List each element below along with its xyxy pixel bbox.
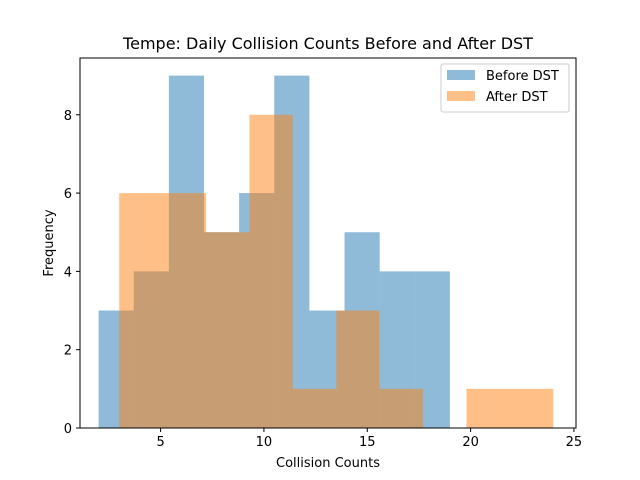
bar-after-dst-1	[162, 193, 207, 428]
bar-after-dst-5	[336, 310, 380, 428]
chart-title: Tempe: Daily Collision Counts Before and…	[122, 34, 533, 53]
y-tick-label: 0	[64, 422, 72, 437]
x-tick-label: 15	[359, 435, 376, 450]
x-tick-label: 5	[156, 435, 164, 450]
legend-label-before-dst: Before DST	[486, 69, 559, 84]
x-tick-label: 25	[566, 435, 583, 450]
bar-after-dst-4	[292, 388, 337, 428]
legend: Before DST After DST	[440, 63, 570, 113]
axes-frame	[79, 57, 577, 429]
y-axis-label: Frequency	[42, 209, 57, 276]
bar-after-dst-6	[379, 388, 424, 428]
x-axis-label: Collision Counts	[276, 456, 380, 471]
ticks-layer: 5 10 15 20 25 0 2 4 6 8	[64, 109, 582, 450]
y-tick-label: 2	[64, 344, 72, 359]
bar-after-dst-0	[119, 193, 163, 428]
bar-after-dst-9	[509, 388, 554, 428]
y-tick-label: 6	[64, 187, 72, 202]
y-tick-label: 8	[64, 109, 72, 124]
bars-layer	[98, 75, 554, 428]
legend-swatch-before-dst	[447, 70, 475, 80]
bar-after-dst-2	[206, 232, 250, 428]
bar-after-dst-3	[249, 114, 293, 428]
x-tick-label: 20	[462, 435, 479, 450]
x-tick-label: 10	[256, 435, 273, 450]
legend-swatch-after-dst	[447, 91, 475, 101]
legend-label-after-dst: After DST	[486, 90, 548, 105]
bar-after-dst-8	[466, 388, 510, 428]
y-tick-label: 4	[64, 265, 72, 280]
